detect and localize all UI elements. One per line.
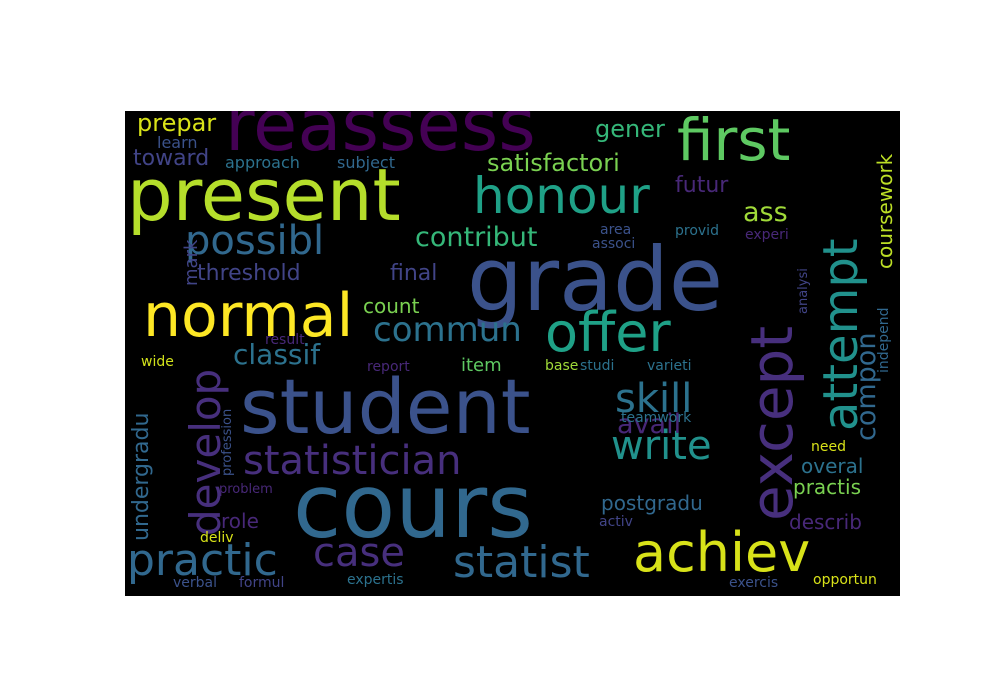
- word-describ: describ: [789, 510, 862, 534]
- word-overal: overal: [801, 454, 864, 478]
- word-offer: offer: [545, 301, 671, 364]
- word-first: first: [677, 111, 791, 174]
- word-avail: avail: [617, 409, 682, 440]
- word-futur: futur: [675, 173, 729, 198]
- word-count: count: [363, 294, 420, 318]
- word-varieti: varieti: [647, 358, 692, 374]
- word-present: present: [127, 153, 401, 237]
- word-associ: associ: [592, 236, 636, 252]
- word-classif: classif: [233, 338, 321, 371]
- word-cloud: reassess first present honour grade exce…: [125, 111, 900, 596]
- word-normal: normal: [143, 281, 354, 351]
- word-profession: profession: [220, 408, 235, 476]
- word-satisfactori: satisfactori: [487, 149, 620, 177]
- word-experi: experi: [745, 227, 789, 243]
- word-write: write: [611, 423, 712, 469]
- word-approach: approach: [225, 153, 300, 172]
- word-item: item: [461, 355, 502, 376]
- word-ass: ass: [743, 197, 788, 228]
- word-case: case: [313, 530, 405, 576]
- word-wide: wide: [141, 354, 174, 370]
- word-reassess: reassess: [225, 111, 536, 167]
- word-achiev: achiev: [633, 521, 811, 584]
- word-verbal: verbal: [173, 575, 218, 591]
- word-prepar: prepar: [137, 111, 217, 137]
- word-skill: skill: [615, 376, 693, 422]
- word-practic: practic: [127, 535, 278, 586]
- word-statistician: statistician: [243, 438, 462, 484]
- word-formul: formul: [239, 575, 285, 591]
- word-gener: gener: [595, 115, 665, 143]
- word-final: final: [390, 261, 438, 286]
- word-commun: commun: [373, 310, 522, 350]
- word-undergradu: undergradu: [129, 412, 154, 541]
- word-need: need: [811, 439, 846, 455]
- word-threshold: threshold: [197, 261, 301, 286]
- word-contribut: contribut: [415, 222, 538, 253]
- word-possibl: possibl: [185, 218, 325, 264]
- word-deliv: deliv: [200, 530, 234, 546]
- word-toward: toward: [133, 146, 210, 171]
- word-problem: problem: [219, 482, 273, 497]
- word-opportun: opportun: [813, 572, 877, 588]
- word-practis: practis: [793, 475, 861, 499]
- word-result: result: [265, 332, 305, 348]
- word-area: area: [600, 222, 632, 238]
- word-report: report: [367, 359, 410, 375]
- word-independ: independ: [876, 307, 892, 373]
- word-grade: grade: [467, 228, 723, 331]
- word-base: base: [545, 358, 579, 374]
- word-role: role: [221, 509, 259, 533]
- word-expertis: expertis: [347, 572, 404, 588]
- word-exercis: exercis: [729, 575, 779, 591]
- word-cours: cours: [293, 455, 534, 558]
- word-mark: mark: [181, 239, 202, 286]
- word-subject: subject: [337, 153, 395, 172]
- word-learn: learn: [157, 133, 198, 152]
- word-honour: honour: [473, 167, 650, 225]
- word-statist: statist: [453, 537, 590, 588]
- word-teamwork: teamwork: [621, 410, 692, 426]
- word-analysi: analysi: [796, 268, 811, 314]
- word-coursework: coursework: [873, 153, 897, 269]
- word-student: student: [240, 362, 531, 451]
- word-postgradu: postgradu: [601, 491, 703, 515]
- word-activ: activ: [599, 514, 633, 530]
- word-studi: studi: [580, 358, 615, 374]
- word-provid: provid: [675, 223, 719, 239]
